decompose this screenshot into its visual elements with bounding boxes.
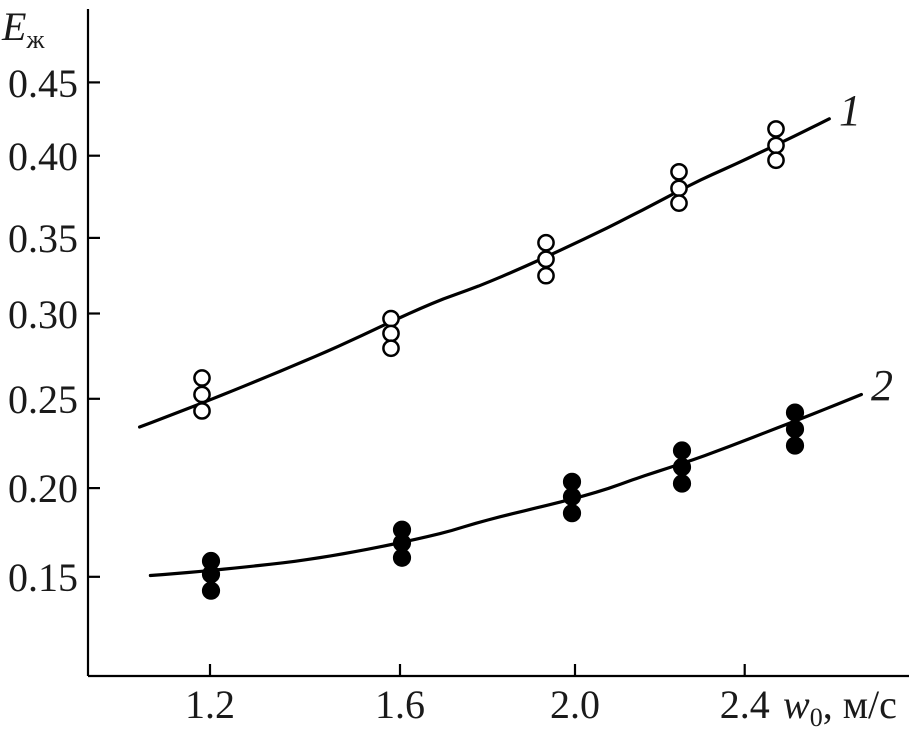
svg-text:0.20: 0.20	[8, 466, 78, 511]
svg-text:2: 2	[871, 361, 893, 410]
svg-text:1: 1	[839, 86, 861, 135]
svg-text:0.25: 0.25	[8, 377, 78, 422]
svg-text:0.45: 0.45	[8, 61, 78, 106]
svg-text:0.15: 0.15	[8, 555, 78, 600]
svg-text:0.40: 0.40	[8, 134, 78, 179]
svg-text:2.0: 2.0	[550, 682, 600, 727]
svg-text:0.30: 0.30	[8, 292, 78, 337]
svg-text:w0, м/с: w0, м/с	[783, 682, 897, 732]
svg-text:2.4: 2.4	[720, 682, 770, 727]
svg-text:Eж: Eж	[1, 4, 45, 54]
svg-text:1.6: 1.6	[375, 682, 425, 727]
svg-text:0.35: 0.35	[8, 216, 78, 261]
svg-text:1.2: 1.2	[185, 682, 235, 727]
